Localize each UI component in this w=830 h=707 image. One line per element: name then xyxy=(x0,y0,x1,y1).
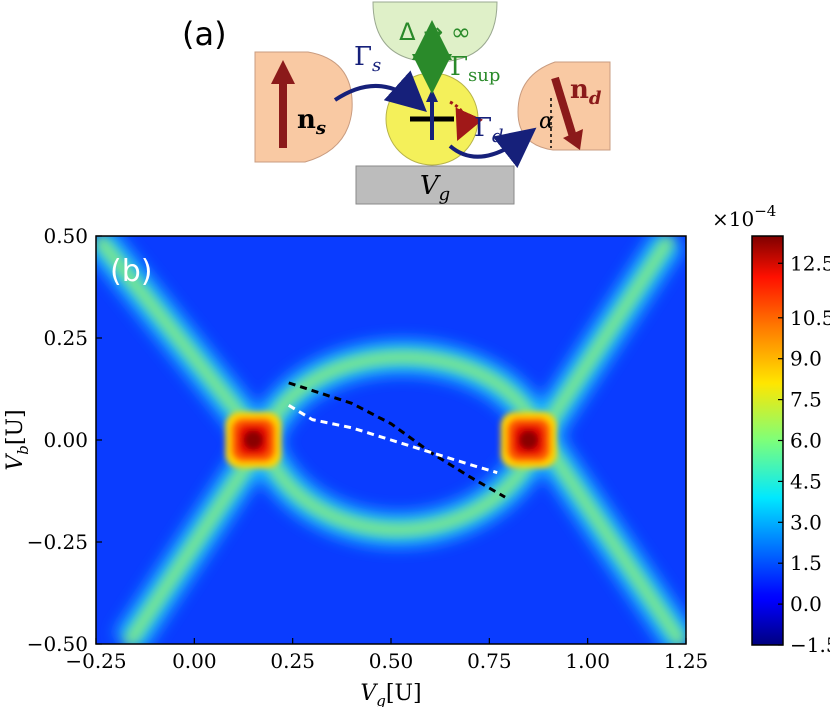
dashed-curve xyxy=(288,381,506,499)
y-tick-label: 0.00 xyxy=(43,428,88,452)
y-tick-label: 0.50 xyxy=(43,224,88,248)
x-tick-label: 0.25 xyxy=(270,649,315,673)
colorbar-tick-label: 1.5 xyxy=(790,551,822,575)
y-axis-title: Vb[U] xyxy=(3,409,32,470)
gamma-d-arrow xyxy=(448,127,537,169)
panel-a-label: (a) xyxy=(182,15,227,53)
gate-electrode xyxy=(355,165,515,205)
colorbar-tick-label: 6.0 xyxy=(790,429,822,453)
dashed-curve xyxy=(287,404,498,475)
colorbar-tick-label: 9.0 xyxy=(790,347,822,371)
x-tick-label: 1.00 xyxy=(565,649,610,673)
colorbar-tick-label: 12.5 xyxy=(790,251,830,275)
colorbar-tick-label: 10.5 xyxy=(790,306,830,330)
y-tick-label: −0.50 xyxy=(27,632,88,656)
y-tick-label: −0.25 xyxy=(27,530,88,554)
heatmap-background xyxy=(96,236,686,644)
peak-hotspot xyxy=(500,412,557,468)
x-tick-label: 0.75 xyxy=(467,649,512,673)
panel-b-label: (b) xyxy=(110,254,152,289)
gamma-d-label: Γd xyxy=(474,113,504,147)
schematic-panel: (a) Δ → ∞ ns α nd Vg Γs Γd Γsup xyxy=(182,1,611,205)
gamma-s-label: Γs xyxy=(354,42,381,76)
colorbar-tick-label: 3.0 xyxy=(790,510,822,534)
gamma-sup-label: Γsup xyxy=(450,52,500,86)
peak-hotspot xyxy=(225,412,282,468)
y-tick-label: 0.25 xyxy=(43,326,88,350)
superconductor-label: Δ → ∞ xyxy=(399,18,471,46)
heatmap-field xyxy=(96,236,686,644)
x-tick-label: 1.25 xyxy=(664,649,709,673)
alpha-label: α xyxy=(539,109,554,134)
source-spin-label: ns xyxy=(297,105,326,139)
x-tick-label: 0.50 xyxy=(369,649,414,673)
gate-label: Vg xyxy=(420,171,450,205)
precession-arrow xyxy=(449,100,484,141)
colorbar-tick-label: −1.5 xyxy=(790,633,830,657)
colorbar-tick-label: 4.5 xyxy=(790,469,822,493)
colorbar xyxy=(751,235,784,646)
plot-frame xyxy=(95,235,687,645)
colorbar-tick-label: 7.5 xyxy=(790,388,822,412)
drain-spin-arrow xyxy=(551,76,578,142)
gamma-s-arrow xyxy=(333,70,427,112)
drain-spin-label: nd xyxy=(570,75,602,109)
x-tick-label: 0.00 xyxy=(172,649,217,673)
colorbar-tick-label: 0.0 xyxy=(790,592,822,616)
x-tick-label: −0.25 xyxy=(65,649,126,673)
x-axis-title: Vg[U] xyxy=(360,681,421,707)
